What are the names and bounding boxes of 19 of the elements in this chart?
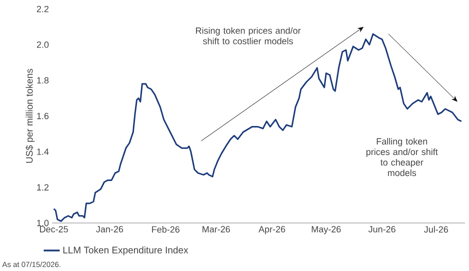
y-tick-label: 1.2: [37, 184, 49, 190]
y-tick-label: 1.0: [37, 220, 49, 226]
x-tick-label: Jul-26: [424, 226, 448, 233]
annotation: Falling token prices and/or shift to cheaper models: [366, 138, 438, 176]
y-axis-title: US$ per million tokens: [26, 68, 35, 163]
x-tick-label: Feb-26: [152, 226, 180, 233]
x-tick-label: Mar-26: [202, 226, 230, 232]
x-tick-label: Apr-26: [258, 226, 286, 234]
y-tick-label: 1.4: [37, 148, 49, 155]
legend-label: LLM Token Expenditure Index: [63, 246, 188, 256]
y-tick-label: 1.8: [37, 77, 49, 84]
annotation: Rising token prices and/or shift to costlier models: [196, 27, 301, 44]
x-tick-label: Dec-25: [40, 226, 68, 232]
y-tick-label: 2.0: [36, 41, 49, 48]
x-tick-label: Jan-26: [96, 226, 124, 232]
y-tick-label: 1.6: [37, 112, 49, 120]
x-tick-label: May-26: [312, 226, 341, 234]
y-tick-label: 2.2: [36, 6, 49, 12]
x-tick-label: Jun-26: [368, 226, 396, 232]
